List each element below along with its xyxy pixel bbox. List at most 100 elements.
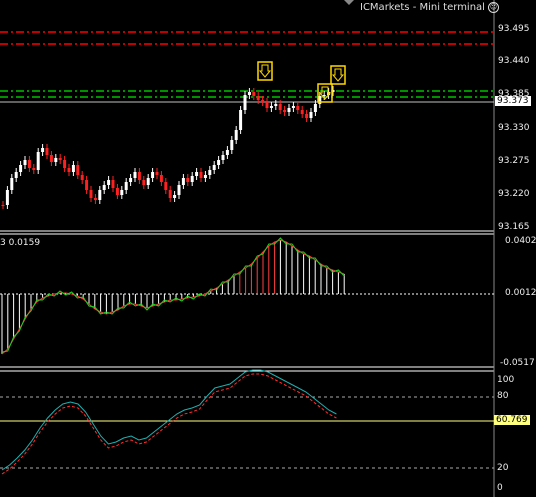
candle-body <box>129 178 133 182</box>
candle-body <box>146 178 150 185</box>
candle-body <box>67 168 71 172</box>
candle-body <box>287 108 291 112</box>
window-title: ICMarkets - Mini terminal ☺ <box>360 2 499 13</box>
stoch-main-line <box>1 369 337 471</box>
candle-body <box>173 195 177 198</box>
candle-body <box>115 188 119 195</box>
candle-body <box>98 190 102 200</box>
stoch-current-value-tag: 60.769 <box>494 415 530 425</box>
price-axis-label: 93.385 <box>498 89 530 99</box>
candle-body <box>133 172 137 178</box>
macd-indicator-label: 3 0.0159 <box>0 238 41 248</box>
candle-body <box>283 110 287 112</box>
candle-body <box>32 168 36 170</box>
candle-body <box>168 190 172 198</box>
candle-body <box>291 106 295 108</box>
candle-body <box>76 165 80 175</box>
signal-box-icon <box>257 61 273 81</box>
candle-body <box>155 172 159 175</box>
stoch-axis-label: 100 <box>497 375 515 385</box>
down-arrow-signal-icon <box>258 64 272 78</box>
candle-body <box>300 110 304 114</box>
candle-body <box>151 172 155 178</box>
down-arrow-signal-icon <box>331 68 345 82</box>
candle-body <box>14 172 18 178</box>
candle-body <box>195 172 199 176</box>
candle-body <box>203 175 207 178</box>
price-axis-label: 93.275 <box>498 156 530 166</box>
smiley-icon[interactable]: ☺ <box>487 2 499 13</box>
candle-body <box>278 104 282 110</box>
candle-body <box>230 140 234 150</box>
candle-body <box>256 96 260 100</box>
candle-body <box>137 172 141 180</box>
candle-body <box>296 106 300 110</box>
current-price-tag: 93.373 <box>495 96 531 106</box>
macd-axis-label: -0.0517 <box>500 358 535 368</box>
candle-body <box>111 180 115 188</box>
candle-body <box>177 185 181 195</box>
candle-body <box>41 148 45 152</box>
candle-body <box>80 175 84 180</box>
price-axis-label: 93.165 <box>498 222 530 232</box>
candle-body <box>181 178 185 185</box>
signal-box-icon <box>317 83 333 103</box>
price-axis-label: 93.440 <box>498 56 530 66</box>
candle-body <box>243 95 247 110</box>
candle-body <box>164 182 168 190</box>
candle-body <box>5 190 9 205</box>
candle-body <box>107 180 111 185</box>
candle-body <box>54 158 58 162</box>
candle-body <box>142 180 146 185</box>
candle-body <box>261 100 265 102</box>
candle-body <box>318 96 322 104</box>
window-title-text: ICMarkets - Mini terminal <box>360 2 485 13</box>
candle-body <box>212 165 216 170</box>
candle-body <box>190 176 194 182</box>
stoch-axis-label: 80 <box>497 391 509 401</box>
macd-axis-label: 0.0012 <box>505 288 536 298</box>
down-arrow-signal-icon <box>318 86 332 100</box>
candle-body <box>27 160 31 168</box>
candle-body <box>85 180 89 190</box>
macd-signal-line <box>1 237 345 353</box>
candle-body <box>274 104 278 106</box>
candle-body <box>19 165 23 172</box>
signal-box-icon <box>330 65 346 85</box>
candle-body <box>63 160 67 168</box>
candle-body <box>89 190 93 198</box>
candle-body <box>313 104 317 112</box>
price-axis-label: 93.330 <box>498 123 530 133</box>
candle-body <box>239 110 243 130</box>
candle-body <box>322 95 326 96</box>
candle-body <box>217 160 221 165</box>
candle-body <box>93 198 97 200</box>
candle-body <box>199 172 203 178</box>
stoch-axis-label: 20 <box>497 463 509 473</box>
price-axis-label: 93.495 <box>498 24 530 34</box>
candle-body <box>45 148 49 155</box>
candle-body <box>124 182 128 190</box>
candle-body <box>1 205 5 206</box>
candle-body <box>49 155 53 162</box>
candle-body <box>305 114 309 118</box>
candle-body <box>159 175 163 182</box>
candle-body <box>247 92 251 95</box>
scroll-indicator-icon[interactable] <box>344 0 354 5</box>
stoch-signal-line <box>1 373 337 475</box>
candle-body <box>208 170 212 175</box>
candle-body <box>10 178 14 190</box>
macd-main-line <box>1 239 345 355</box>
candle-body <box>186 178 190 182</box>
candle-body <box>331 90 335 92</box>
price-axis-label: 93.220 <box>498 189 530 199</box>
candle-body <box>252 92 256 96</box>
candle-body <box>120 190 124 195</box>
candle-body <box>221 155 225 160</box>
candle-body <box>309 112 313 118</box>
stoch-axis-label: 0 <box>497 483 503 493</box>
macd-axis-label: 0.0402 <box>505 236 536 246</box>
candle-body <box>269 106 273 108</box>
candle-body <box>102 185 106 190</box>
